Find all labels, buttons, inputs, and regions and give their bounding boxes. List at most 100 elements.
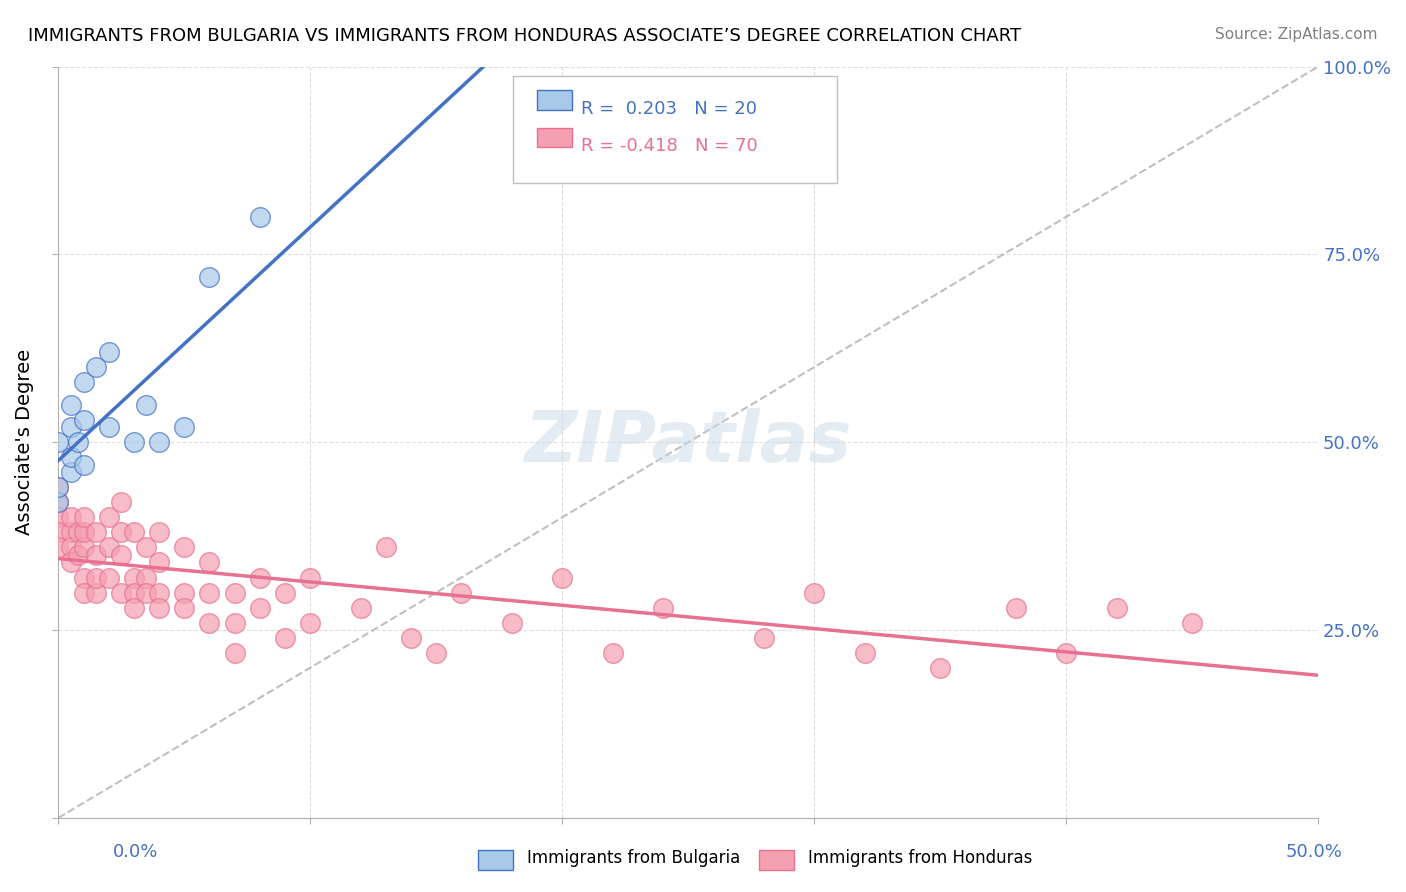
Text: Immigrants from Bulgaria: Immigrants from Bulgaria — [527, 849, 741, 867]
Point — [84, 548, 107, 562]
Point — [929, 660, 952, 674]
Point — [97, 420, 120, 434]
Point — [59, 450, 82, 465]
Point — [652, 600, 675, 615]
Point — [299, 615, 322, 630]
Point — [173, 600, 195, 615]
Point — [59, 466, 82, 480]
Point — [135, 570, 157, 584]
Point — [350, 600, 373, 615]
Point — [224, 585, 246, 599]
Text: Source: ZipAtlas.com: Source: ZipAtlas.com — [1215, 27, 1378, 42]
Point — [425, 646, 447, 660]
Point — [853, 646, 876, 660]
Point — [110, 525, 132, 540]
Point — [1054, 646, 1077, 660]
Point — [122, 570, 145, 584]
Point — [72, 541, 94, 555]
Text: 0.0%: 0.0% — [112, 843, 157, 861]
Point — [59, 525, 82, 540]
Point — [224, 646, 246, 660]
Point — [67, 435, 90, 450]
Point — [173, 420, 195, 434]
Text: IMMIGRANTS FROM BULGARIA VS IMMIGRANTS FROM HONDURAS ASSOCIATE’S DEGREE CORRELAT: IMMIGRANTS FROM BULGARIA VS IMMIGRANTS F… — [28, 27, 1021, 45]
Point — [72, 458, 94, 472]
Point — [46, 525, 69, 540]
Point — [249, 600, 271, 615]
Point — [84, 585, 107, 599]
Point — [72, 570, 94, 584]
Point — [46, 510, 69, 524]
Point — [110, 548, 132, 562]
Point — [274, 585, 297, 599]
Point — [72, 525, 94, 540]
Point — [59, 398, 82, 412]
Text: ZIPatlas: ZIPatlas — [524, 408, 852, 476]
Point — [198, 556, 221, 570]
Point — [46, 495, 69, 509]
Point — [97, 345, 120, 359]
Point — [148, 525, 170, 540]
Point — [72, 375, 94, 389]
Point — [374, 541, 396, 555]
Point — [249, 210, 271, 224]
Point — [602, 646, 624, 660]
Text: R =  0.203   N = 20: R = 0.203 N = 20 — [581, 100, 756, 118]
Point — [135, 585, 157, 599]
Point — [46, 495, 69, 509]
Point — [84, 360, 107, 375]
Point — [224, 615, 246, 630]
Point — [501, 615, 523, 630]
Point — [122, 525, 145, 540]
Point — [97, 510, 120, 524]
Point — [59, 541, 82, 555]
Point — [450, 585, 472, 599]
Point — [110, 495, 132, 509]
Text: 50.0%: 50.0% — [1286, 843, 1343, 861]
Point — [148, 435, 170, 450]
Text: Immigrants from Honduras: Immigrants from Honduras — [808, 849, 1033, 867]
Point — [122, 600, 145, 615]
Point — [122, 585, 145, 599]
Point — [59, 510, 82, 524]
Point — [249, 570, 271, 584]
Point — [399, 631, 422, 645]
Point — [148, 600, 170, 615]
Point — [59, 420, 82, 434]
Point — [46, 480, 69, 494]
Y-axis label: Associate's Degree: Associate's Degree — [15, 349, 34, 535]
Point — [84, 570, 107, 584]
Point — [46, 480, 69, 494]
Point — [72, 510, 94, 524]
Point — [299, 570, 322, 584]
Point — [72, 585, 94, 599]
Point — [198, 270, 221, 285]
Point — [173, 541, 195, 555]
Point — [135, 541, 157, 555]
Point — [84, 525, 107, 540]
Point — [67, 525, 90, 540]
Point — [1004, 600, 1026, 615]
Point — [97, 541, 120, 555]
Point — [173, 585, 195, 599]
Point — [803, 585, 825, 599]
Point — [122, 435, 145, 450]
Point — [72, 413, 94, 427]
Text: R = -0.418   N = 70: R = -0.418 N = 70 — [581, 137, 758, 155]
Point — [1105, 600, 1128, 615]
Point — [59, 556, 82, 570]
Point — [135, 398, 157, 412]
Point — [198, 615, 221, 630]
Point — [752, 631, 775, 645]
Point — [97, 570, 120, 584]
Point — [46, 435, 69, 450]
Point — [148, 585, 170, 599]
Point — [148, 556, 170, 570]
Point — [110, 585, 132, 599]
Point — [46, 541, 69, 555]
Point — [551, 570, 574, 584]
Point — [274, 631, 297, 645]
Point — [1181, 615, 1204, 630]
Point — [67, 548, 90, 562]
Point — [198, 585, 221, 599]
